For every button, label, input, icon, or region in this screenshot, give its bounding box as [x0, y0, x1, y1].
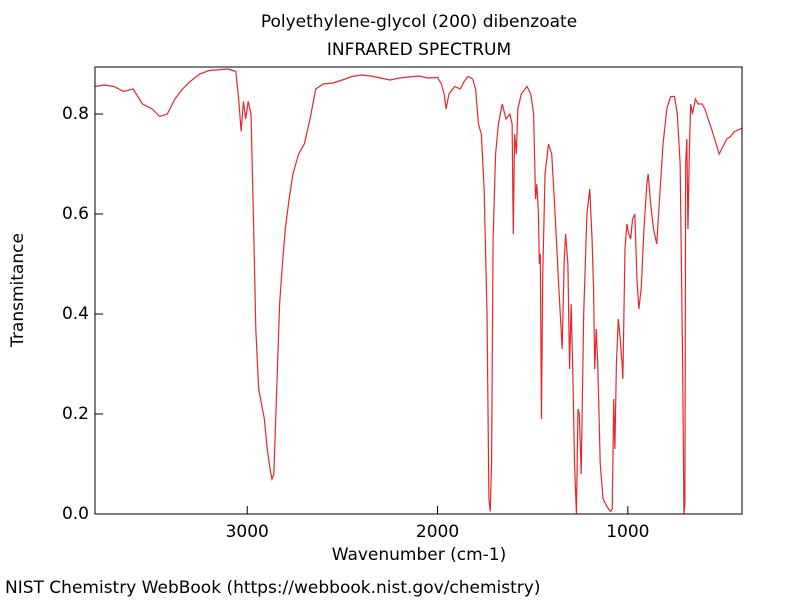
chart-title: Polyethylene-glycol (200) dibenzoate [261, 12, 577, 32]
plot-frame [94, 66, 743, 515]
x-tick-label: 2000 [416, 522, 459, 542]
source-note: NIST Chemistry WebBook (https://webbook.… [5, 578, 540, 598]
x-axis-label: Wavenumber (cm-1) [332, 545, 507, 565]
spectrum-line [94, 68, 743, 515]
y-tick-label: 0.2 [62, 404, 89, 424]
y-tick-label: 0.0 [62, 504, 89, 524]
y-axis-label: Transmitance [8, 233, 28, 348]
y-tick-label: 0.4 [62, 304, 89, 324]
chart-subtitle: INFRARED SPECTRUM [327, 40, 511, 60]
y-tick-label: 0.6 [62, 204, 89, 224]
y-tick-label: 0.8 [62, 104, 89, 124]
x-tick-label: 1000 [606, 522, 649, 542]
x-tick-label: 3000 [226, 522, 269, 542]
